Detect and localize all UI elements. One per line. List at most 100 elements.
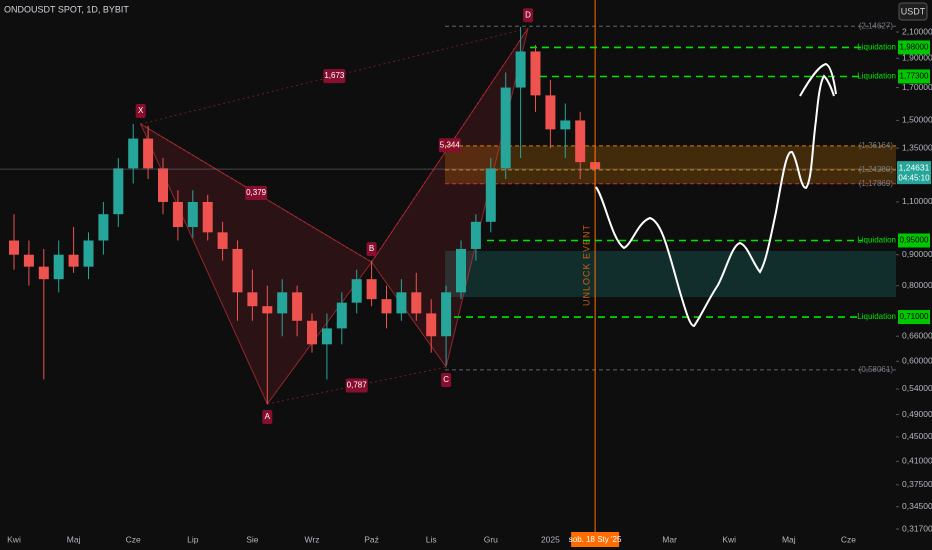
y-tick-label: 0,49000 <box>902 409 932 419</box>
ratio-label: 0,379 <box>246 188 267 197</box>
pattern-point-box <box>523 8 534 23</box>
currency-button[interactable] <box>898 2 928 21</box>
event-date-box <box>571 532 620 547</box>
pattern-point-label: D <box>525 10 531 19</box>
candle-body <box>217 232 228 249</box>
candle-body <box>38 266 49 280</box>
ratio-label: 0,787 <box>347 381 368 390</box>
reference-label: (0,58061) <box>859 365 894 374</box>
x-tick-label: Lis <box>426 534 437 544</box>
candle-body <box>485 168 496 222</box>
x-tick-label: Mar <box>662 534 677 544</box>
projection-arrow <box>799 62 837 97</box>
candle-body <box>83 240 94 267</box>
candle-body <box>515 51 526 88</box>
reference-label: (1,17869) <box>859 179 894 188</box>
candle-body <box>277 292 288 314</box>
pattern-leg <box>140 27 529 125</box>
candle-body <box>292 292 303 321</box>
liquidation-box <box>898 69 930 84</box>
symbol: ONDOUSDT SPOT, 1D, BYBIT <box>4 4 129 14</box>
x-tick-label: Maj <box>67 534 81 544</box>
liquidation-box <box>898 310 930 325</box>
liquidation-name: Liquidation <box>857 43 896 52</box>
candle-body <box>143 138 154 169</box>
candle-body <box>23 254 34 267</box>
candle-body <box>321 328 332 345</box>
x-tick-label: Cze <box>126 534 141 544</box>
candle-body <box>232 248 243 293</box>
liquidation-name: Liquidation <box>857 236 896 245</box>
ratio-box <box>438 138 461 153</box>
event-date: sob. 18 Sty '25 <box>569 535 622 544</box>
y-tick-label: 0,60000 <box>902 356 932 366</box>
candle-body <box>411 292 422 314</box>
x-tick-label: Gru <box>484 534 498 544</box>
pattern-point-label: X <box>138 106 144 115</box>
ratio-label: 5,344 <box>440 140 461 149</box>
ratio-box <box>245 186 268 201</box>
candle-body <box>53 254 64 280</box>
candle-body <box>187 201 198 228</box>
countdown: 04:45:10 <box>898 173 930 182</box>
ratio-label: 1,673 <box>324 71 345 80</box>
candle-body <box>9 240 19 255</box>
x-tick-label: Wrz <box>305 534 320 544</box>
event-label: UNLOCK EVENT <box>581 224 591 306</box>
pattern-point-label: A <box>265 412 271 421</box>
candle-body <box>575 120 586 163</box>
reference-label: (2,14627) <box>859 21 894 30</box>
y-tick-label: 1,70000 <box>902 82 932 92</box>
x-tick-label: Kwi <box>722 534 736 544</box>
y-tick-label: 0,54000 <box>902 383 932 393</box>
x-tick-label: Kwi <box>7 534 21 544</box>
candle-body <box>500 87 511 169</box>
currency: USDT <box>901 6 926 16</box>
candle-body <box>426 313 437 337</box>
candle-body <box>545 95 556 130</box>
candle-body <box>396 292 407 314</box>
x-tick-label: Paź <box>364 534 379 544</box>
y-tick-label: 0,80000 <box>902 280 932 290</box>
zone <box>445 145 896 184</box>
candle-body <box>560 120 571 130</box>
liquidation-name: Liquidation <box>857 72 896 81</box>
candle-body <box>128 138 139 169</box>
candle-body <box>381 299 392 314</box>
candle-body <box>158 168 168 202</box>
ratio-box <box>345 378 368 393</box>
candle-body <box>470 221 481 249</box>
candle-body <box>441 292 452 337</box>
y-tick-label: 1,10000 <box>902 196 932 206</box>
pattern-point-label: C <box>443 375 449 384</box>
x-tick-label: Sie <box>246 534 259 544</box>
y-tick-label: 0,66000 <box>902 330 932 340</box>
pattern-point-box <box>366 242 377 257</box>
y-tick-label: 0,90000 <box>902 249 932 259</box>
ratio-box <box>323 69 346 84</box>
candle-body <box>247 292 258 307</box>
candle-body <box>68 254 79 267</box>
pattern-point-box <box>441 373 452 388</box>
x-tick-label: 2025 <box>541 534 560 544</box>
candle-body <box>336 302 347 329</box>
liquidation-value: 1,77300 <box>900 72 929 81</box>
projection-path <box>595 74 835 328</box>
y-tick-label: 2,10000 <box>902 26 932 36</box>
y-tick-label: 0,37500 <box>902 479 932 489</box>
y-tick-label: 1,90000 <box>902 53 932 63</box>
candle-body <box>456 248 466 293</box>
liquidation-value: 0,95000 <box>900 236 929 245</box>
candle-body <box>351 279 362 303</box>
candle-body <box>172 201 183 228</box>
x-tick-label: Maj <box>782 534 796 544</box>
liquidation-value: 1,98000 <box>900 43 929 52</box>
candle-body <box>113 168 124 215</box>
liquidation-box <box>898 233 930 248</box>
last-price-box <box>897 161 931 185</box>
y-tick-label: 1,35000 <box>902 142 932 152</box>
last-price: 1,24631 <box>899 162 930 172</box>
candle-body <box>202 201 213 233</box>
y-tick-label: 1,50000 <box>902 115 932 125</box>
